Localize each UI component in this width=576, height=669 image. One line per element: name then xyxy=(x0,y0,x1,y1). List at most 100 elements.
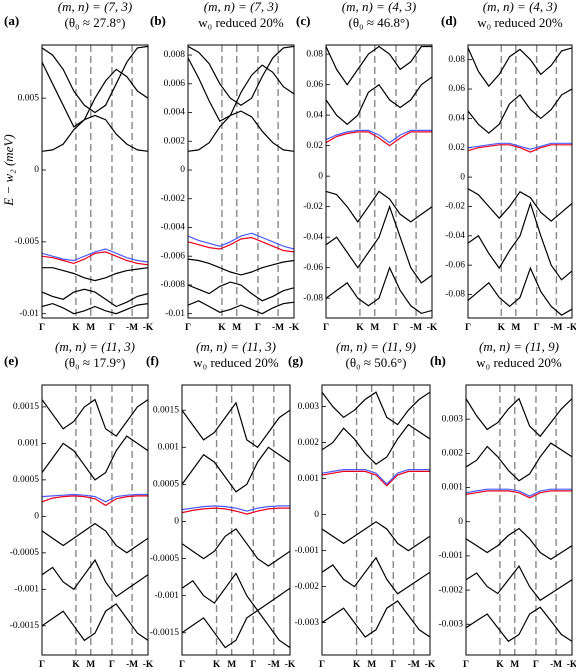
y-tick-label: -0.06 xyxy=(445,260,465,270)
x-tick-label: -K xyxy=(289,323,300,333)
panel-title: (m, n) = (7, 3) xyxy=(58,0,132,14)
x-tick-label: Γ xyxy=(390,660,396,669)
y-tick-label: 0.02 xyxy=(306,141,323,151)
panel-title: (m, n) = (4, 3) xyxy=(342,0,416,14)
y-tick-label: 0.005 xyxy=(18,93,40,103)
y-tick-label: -0.001 xyxy=(438,551,463,561)
x-tick-label: M xyxy=(227,660,236,669)
band xyxy=(322,556,430,595)
x-tick-label: K xyxy=(498,323,506,333)
band xyxy=(42,248,148,263)
x-tick-label: M xyxy=(370,323,379,333)
panel-frame xyxy=(321,384,431,656)
y-tick-label: 0 xyxy=(34,512,39,522)
band xyxy=(468,201,572,281)
x-tick-label: K xyxy=(353,660,361,669)
band xyxy=(42,398,148,437)
panel-subtitle: (θ₀ ≈ 46.8°) xyxy=(348,15,409,30)
y-tick-label: -0.06 xyxy=(303,263,323,273)
x-tick-label: M xyxy=(511,323,520,333)
band xyxy=(42,251,148,266)
band xyxy=(182,609,290,649)
band xyxy=(42,302,148,315)
y-tick-label: 0.06 xyxy=(448,84,465,94)
band xyxy=(326,204,432,284)
band xyxy=(42,493,148,503)
x-tick-label: -M xyxy=(268,660,280,669)
panel-frame xyxy=(465,384,573,656)
band xyxy=(182,528,290,567)
y-tick-label: 0.0015 xyxy=(153,405,179,415)
band xyxy=(466,564,572,602)
panel-label: (h) xyxy=(430,353,446,368)
x-tick-label: Γ xyxy=(463,660,469,669)
y-tick-label: 0.002 xyxy=(164,136,186,146)
band xyxy=(326,190,432,223)
band xyxy=(188,110,294,152)
y-tick-label: 0.06 xyxy=(306,80,323,90)
x-tick-label: Γ xyxy=(393,323,399,333)
panel-subtitle: (θ₀ ≈ 27.8°) xyxy=(64,15,125,30)
band xyxy=(42,435,148,481)
panel-label: (g) xyxy=(288,353,303,368)
y-tick-label: -0.0015 xyxy=(150,628,180,638)
y-tick-label: -0.0005 xyxy=(10,548,40,558)
band xyxy=(42,45,148,114)
x-tick-label: -K xyxy=(567,660,576,669)
panel-title: (m, n) = (11, 9) xyxy=(479,339,559,354)
x-tick-label: K xyxy=(356,323,364,333)
y-tick-label: 0.02 xyxy=(448,143,465,153)
x-tick-label: K xyxy=(213,660,221,669)
y-tick-label: -0.08 xyxy=(303,293,323,303)
band xyxy=(468,142,572,150)
panel-title: (m, n) = (11, 3) xyxy=(196,339,276,354)
panel-frame xyxy=(467,44,573,319)
y-tick-label: 0.003 xyxy=(442,414,464,424)
y-axis-label: E − w₂ (meV) xyxy=(1,134,16,206)
y-tick-label: 0 xyxy=(458,517,463,527)
x-tick-label: M xyxy=(232,323,241,333)
panel-title: (m, n) = (4, 3) xyxy=(483,0,557,14)
y-tick-label: 0.04 xyxy=(306,110,323,120)
y-tick-label: 0.001 xyxy=(298,474,320,484)
band xyxy=(188,45,294,107)
band xyxy=(188,258,294,276)
panel-subtitle: w₀ reduced 20% xyxy=(198,15,284,30)
panel-frame xyxy=(41,44,149,319)
band xyxy=(188,236,294,253)
y-tick-label: 0 xyxy=(174,517,179,527)
panel-subtitle: (θ₀ ≈ 50.6°) xyxy=(345,355,406,370)
x-tick-label: K xyxy=(218,323,226,333)
panel-title: (m, n) = (11, 3) xyxy=(55,339,135,354)
x-tick-label: M xyxy=(510,660,519,669)
panel-label: (c) xyxy=(296,13,310,28)
y-tick-label: 0 xyxy=(460,172,465,182)
band xyxy=(182,446,290,493)
panel-label: (f) xyxy=(146,353,159,368)
band xyxy=(466,606,572,643)
y-tick-label: -0.0005 xyxy=(150,554,180,564)
band xyxy=(182,401,290,449)
band xyxy=(468,144,572,153)
y-tick-label: 0.002 xyxy=(298,438,320,448)
x-tick-label: Γ xyxy=(323,323,329,333)
x-tick-label: K xyxy=(72,323,80,333)
y-tick-label: 0.008 xyxy=(164,50,186,60)
x-tick-label: Γ xyxy=(179,660,185,669)
y-tick-label: 0 xyxy=(314,510,319,520)
band xyxy=(188,232,294,250)
y-tick-label: -0.02 xyxy=(445,202,465,212)
x-tick-label: Γ xyxy=(533,660,539,669)
x-tick-label: Γ xyxy=(39,323,45,333)
band xyxy=(42,288,148,308)
x-tick-label: M xyxy=(86,660,95,669)
y-tick-label: -0.08 xyxy=(445,290,465,300)
y-tick-label: -0.004 xyxy=(160,223,185,233)
band xyxy=(326,129,432,144)
y-tick-label: 0.004 xyxy=(164,108,186,118)
band xyxy=(188,57,294,123)
x-tick-label: Γ xyxy=(319,660,325,669)
band xyxy=(326,131,432,147)
band xyxy=(468,266,572,316)
band xyxy=(466,527,572,561)
